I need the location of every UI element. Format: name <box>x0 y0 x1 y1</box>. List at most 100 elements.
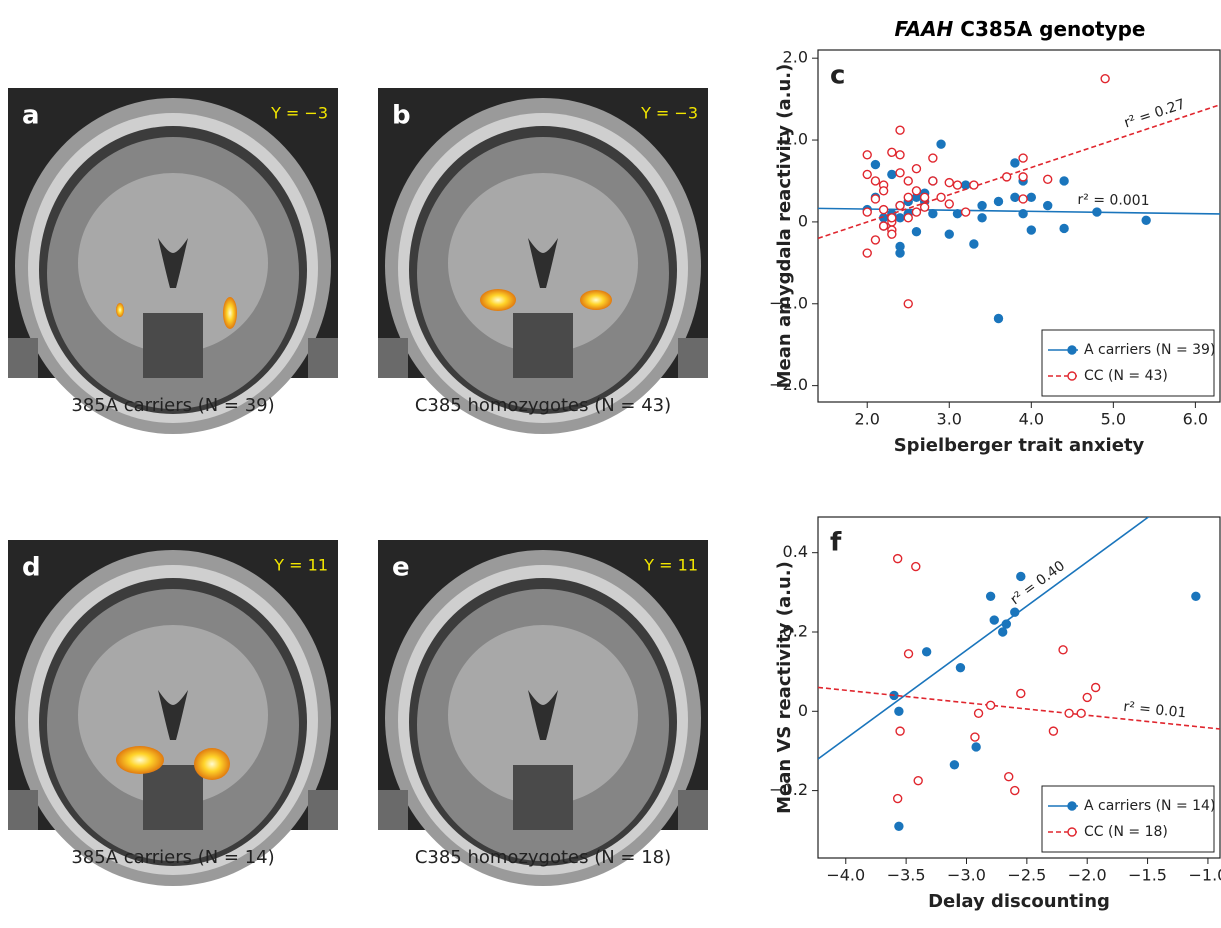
point <box>990 616 998 624</box>
point <box>1027 193 1035 201</box>
y-axis-title: Mean VS reactivity (a.u.) <box>774 561 795 814</box>
point <box>978 214 986 222</box>
point <box>1101 75 1109 83</box>
point <box>962 181 970 189</box>
activation <box>580 290 612 310</box>
point <box>896 249 904 257</box>
point <box>953 210 961 218</box>
point <box>929 154 937 162</box>
legend-label: CC (N = 18) <box>1084 824 1168 840</box>
point <box>1142 216 1150 224</box>
x-tick-label: −3.5 <box>887 866 926 885</box>
point <box>999 628 1007 636</box>
legend-label: A carriers (N = 14) <box>1084 798 1215 814</box>
point <box>912 228 920 236</box>
point <box>905 650 913 658</box>
legend-marker <box>1068 828 1076 836</box>
slice-coordinate: Y = 11 <box>643 556 698 575</box>
point <box>1011 787 1019 795</box>
point <box>1060 177 1068 185</box>
point <box>896 214 904 222</box>
point <box>921 193 929 201</box>
x-tick-label: 6.0 <box>1183 410 1208 429</box>
point <box>1003 173 1011 181</box>
x-tick-label: −2.0 <box>1068 866 1107 885</box>
image-caption: C385 homozygotes (N = 43) <box>415 395 671 416</box>
point <box>880 206 888 214</box>
point <box>971 733 979 741</box>
brainstem <box>513 765 573 830</box>
y-tick-label: 0 <box>798 701 808 720</box>
point <box>929 210 937 218</box>
y-tick-label: 0.4 <box>783 542 808 561</box>
image-caption: 385A carriers (N = 39) <box>71 395 274 416</box>
point <box>945 230 953 238</box>
point <box>970 240 978 248</box>
point <box>914 777 922 785</box>
point <box>962 208 970 216</box>
point <box>895 707 903 715</box>
point <box>975 709 983 717</box>
point <box>1077 709 1085 717</box>
point <box>888 230 896 238</box>
page: {"title": {"gene": "FAAH", "text": "C385… <box>0 0 1221 924</box>
fit-line <box>818 105 1220 239</box>
point <box>978 202 986 210</box>
point <box>863 249 871 257</box>
legend-box <box>1042 786 1214 852</box>
point <box>880 187 888 195</box>
point <box>1059 646 1067 654</box>
point <box>1011 193 1019 201</box>
point <box>871 195 879 203</box>
point <box>1092 684 1100 692</box>
x-tick-label: 4.0 <box>1019 410 1044 429</box>
brain-image: eY = 11 <box>378 540 708 886</box>
point <box>937 140 945 148</box>
point <box>896 202 904 210</box>
point <box>937 193 945 201</box>
x-tick-label: 2.0 <box>854 410 879 429</box>
brain-image: bY = −3 <box>378 88 708 434</box>
point <box>1049 727 1057 735</box>
activation <box>223 297 237 329</box>
point <box>904 300 912 308</box>
point <box>923 648 931 656</box>
neck <box>308 790 338 830</box>
brain-image: aY = −3 <box>8 88 338 434</box>
point <box>956 664 964 672</box>
neck <box>308 338 338 378</box>
activation <box>116 746 164 774</box>
x-tick-label: −1.0 <box>1188 866 1221 885</box>
image-caption: C385 homozygotes (N = 18) <box>415 847 671 868</box>
x-tick-label: −2.5 <box>1007 866 1046 885</box>
point <box>1005 773 1013 781</box>
point <box>912 165 920 173</box>
panel-label: f <box>830 528 842 558</box>
point <box>904 214 912 222</box>
point <box>929 177 937 185</box>
activation <box>480 289 516 311</box>
title-text: C385A genotype <box>960 17 1145 41</box>
slice-coordinate: Y = −3 <box>270 104 328 123</box>
x-tick-label: 5.0 <box>1101 410 1126 429</box>
figure: FAAH C385A genotype aY = −3385A carriers… <box>0 0 1221 924</box>
point <box>1011 608 1019 616</box>
point <box>953 181 961 189</box>
point <box>912 563 920 571</box>
figure-title: FAAH C385A genotype <box>895 17 1146 41</box>
point <box>1044 202 1052 210</box>
point <box>1017 572 1025 580</box>
brainstem <box>143 765 203 830</box>
point <box>863 208 871 216</box>
neck <box>8 790 38 830</box>
point <box>1017 689 1025 697</box>
point <box>987 701 995 709</box>
point <box>888 214 896 222</box>
point <box>1044 175 1052 183</box>
point <box>896 151 904 159</box>
neck <box>378 338 408 378</box>
panel-label: c <box>830 61 845 91</box>
image-caption: 385A carriers (N = 14) <box>71 847 274 868</box>
point <box>912 208 920 216</box>
x-axis-title: Delay discounting <box>928 891 1110 912</box>
